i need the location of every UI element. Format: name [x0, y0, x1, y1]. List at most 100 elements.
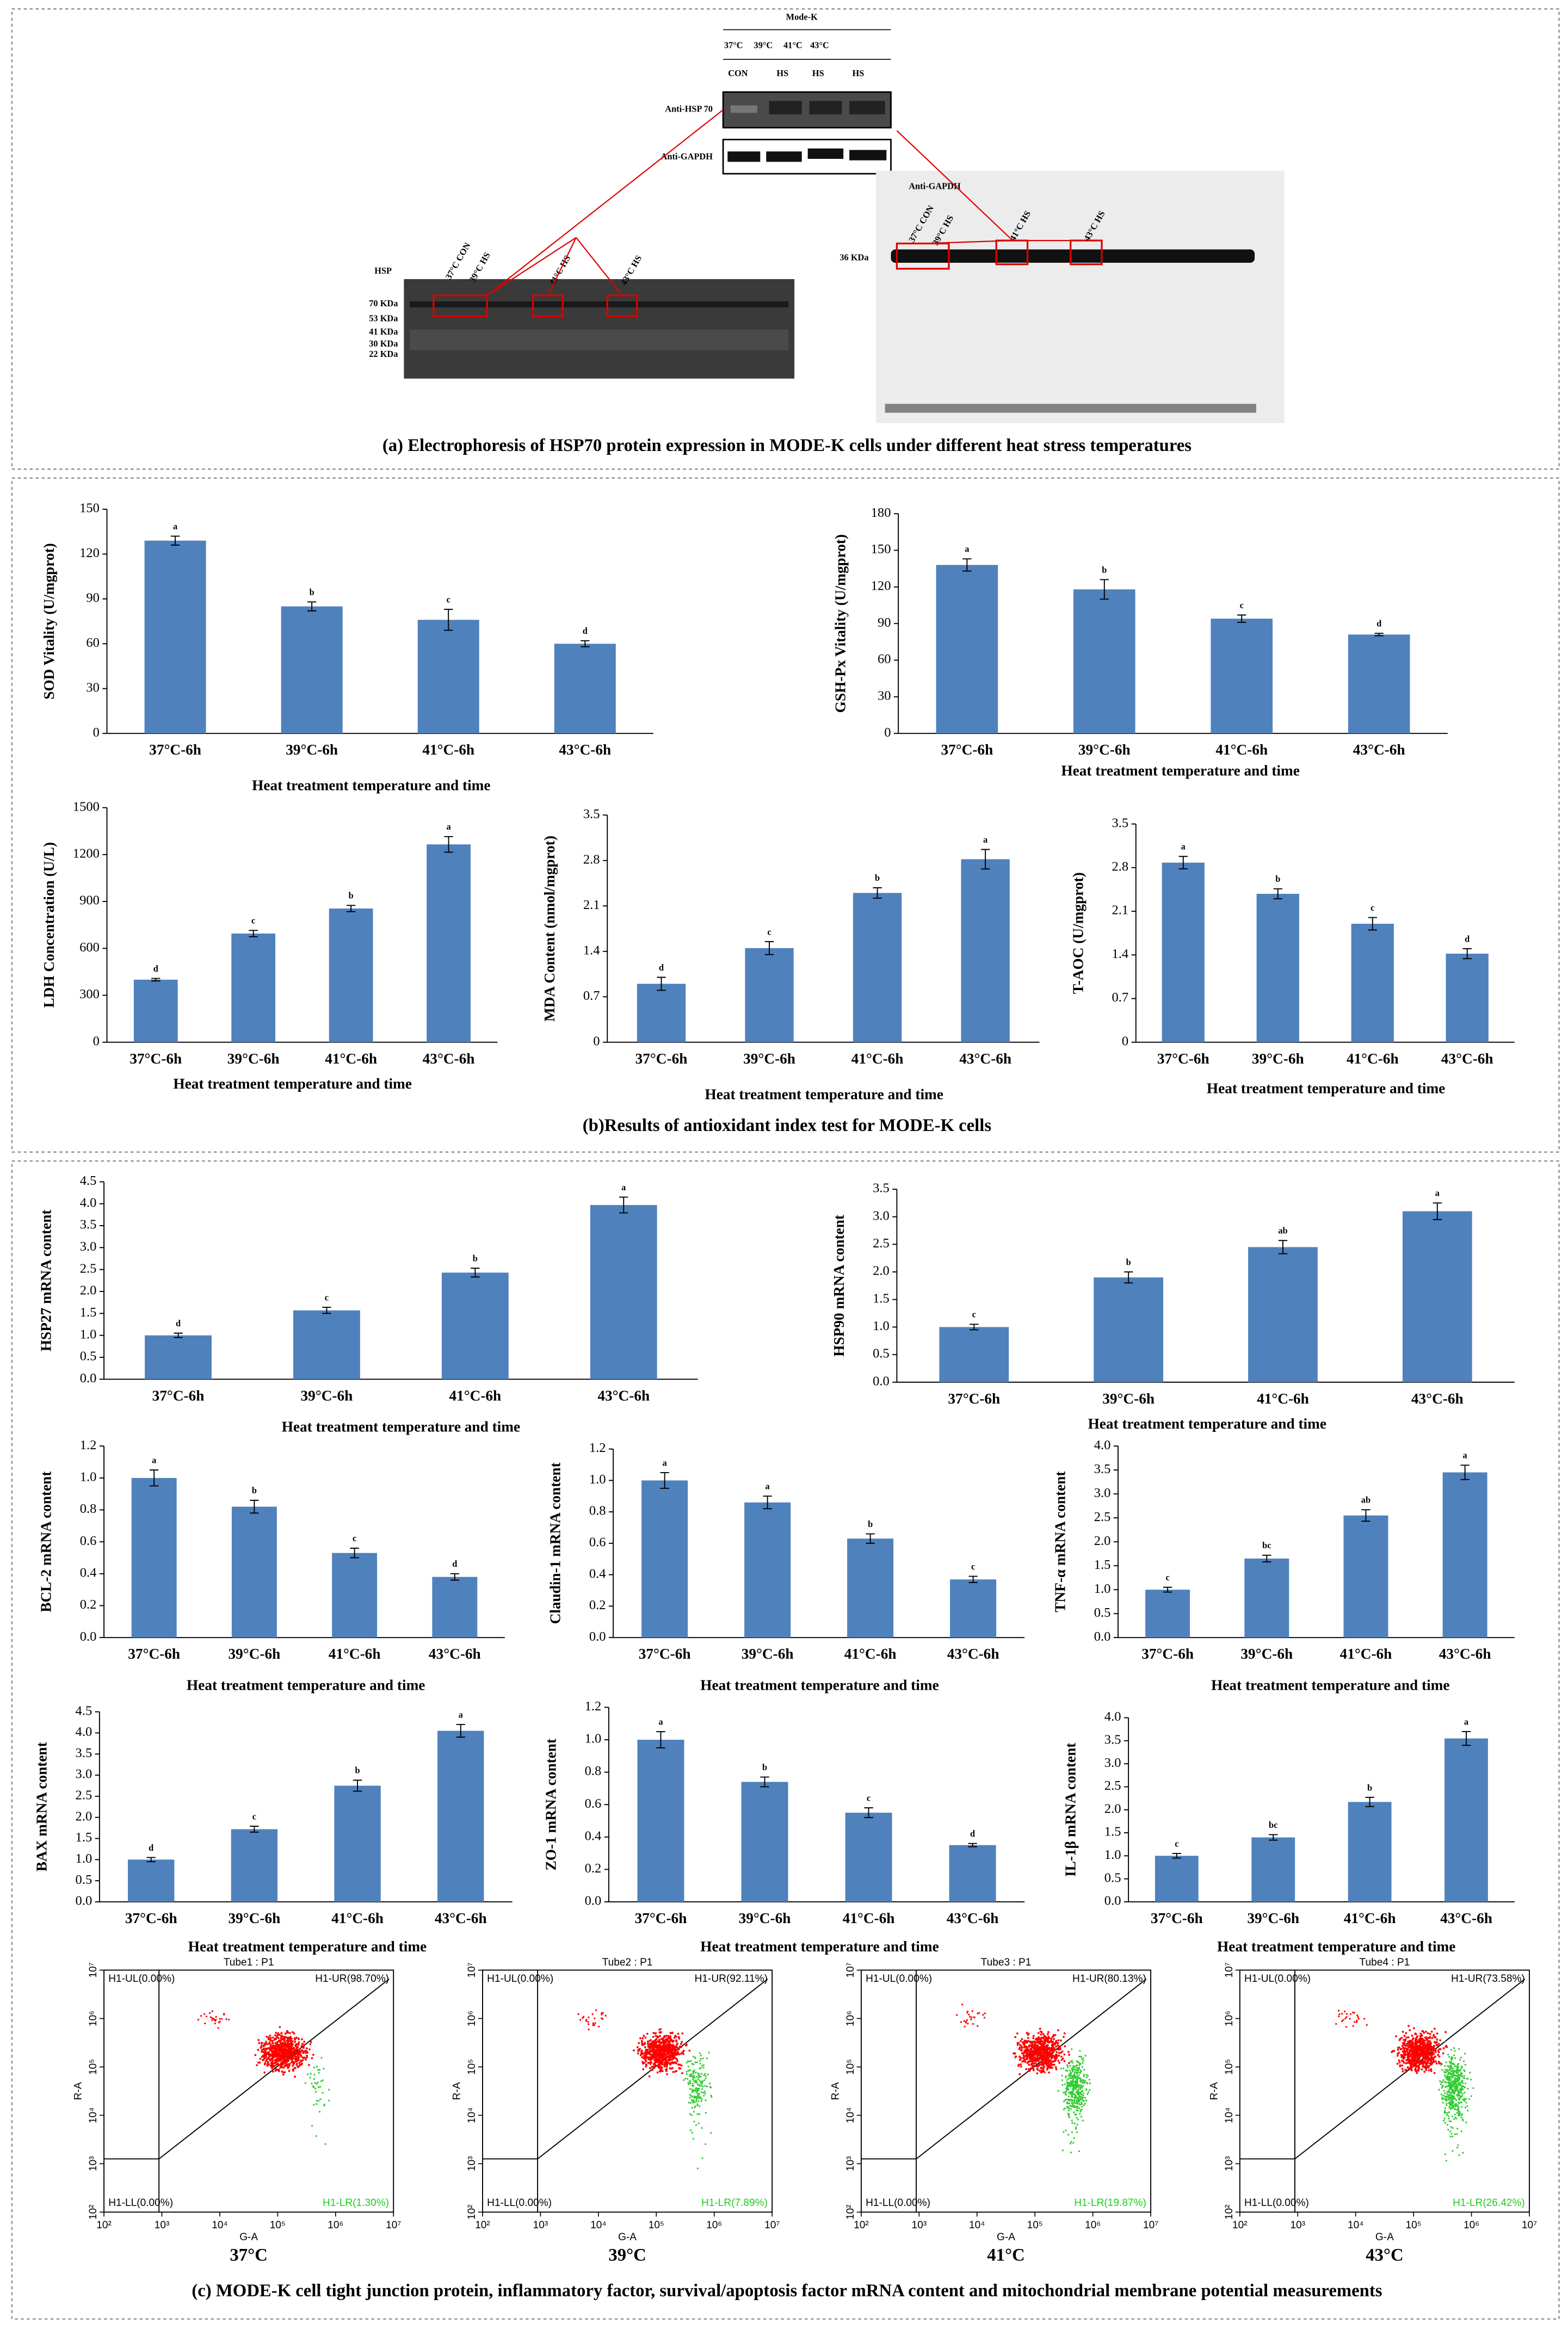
- event-dot: [1083, 2068, 1085, 2071]
- event-dot: [1071, 2071, 1074, 2073]
- event-dot: [298, 2049, 300, 2051]
- event-dot: [263, 2071, 266, 2074]
- event-dot: [1422, 2064, 1424, 2067]
- event-dot: [1062, 2067, 1065, 2069]
- event-dot: [1080, 2091, 1082, 2093]
- event-dot: [1028, 2069, 1031, 2072]
- event-dot: [1031, 2042, 1033, 2044]
- event-dot: [1030, 2054, 1033, 2057]
- event-dot: [1450, 2133, 1453, 2135]
- event-dot: [689, 2097, 691, 2099]
- event-dot: [274, 2037, 276, 2039]
- event-dot: [1450, 2100, 1453, 2103]
- hsp-gel: [404, 279, 795, 379]
- significance-letter: d: [1376, 619, 1381, 629]
- y-tick-label: 3.5: [1112, 815, 1128, 830]
- event-dot: [1017, 2065, 1020, 2067]
- significance-letter: b: [1102, 565, 1107, 575]
- event-dot: [1067, 2091, 1070, 2093]
- event-dot: [1408, 2043, 1411, 2046]
- event-dot: [309, 2043, 312, 2045]
- event-dot: [1029, 2051, 1031, 2054]
- event-dot: [680, 2046, 682, 2049]
- event-dot: [1410, 2059, 1413, 2061]
- event-dot: [649, 2061, 651, 2064]
- event-dot: [257, 2049, 260, 2051]
- x-tick-label: 41°C-6h: [1340, 1646, 1392, 1662]
- event-dot: [702, 2057, 704, 2060]
- event-dot: [287, 2031, 289, 2034]
- event-dot: [670, 2049, 673, 2051]
- event-dot: [1074, 2093, 1076, 2096]
- event-dot: [1352, 2025, 1354, 2027]
- event-dot: [1073, 2122, 1076, 2125]
- event-dot: [1411, 2066, 1413, 2068]
- event-dot: [1445, 2098, 1447, 2100]
- event-dot: [663, 2035, 666, 2037]
- event-dot: [692, 2078, 694, 2081]
- event-dot: [700, 2091, 703, 2093]
- event-dot: [1393, 2050, 1396, 2052]
- event-dot: [692, 2071, 694, 2073]
- event-dot: [1342, 2019, 1344, 2021]
- event-dot: [693, 2063, 695, 2066]
- event-dot: [1460, 2102, 1462, 2104]
- event-dot: [1070, 2152, 1072, 2154]
- event-dot: [1410, 2069, 1413, 2072]
- event-dot: [659, 2047, 662, 2049]
- event-dot: [1427, 2042, 1429, 2045]
- event-dot: [263, 2063, 266, 2066]
- event-dot: [1083, 2082, 1085, 2084]
- event-dot: [1460, 2116, 1462, 2118]
- event-dot: [261, 2044, 263, 2047]
- event-dot: [1434, 2041, 1436, 2043]
- event-dot: [328, 2099, 330, 2102]
- event-dot: [660, 2066, 663, 2069]
- significance-letter: c: [252, 1811, 256, 1821]
- x-tick-label: 43°C-6h: [597, 1387, 650, 1404]
- event-dot: [644, 2036, 647, 2039]
- event-dot: [1400, 2060, 1403, 2062]
- event-dot: [1424, 2059, 1427, 2061]
- x-tick-label: 10⁷: [1522, 2220, 1537, 2231]
- event-dot: [594, 2017, 596, 2019]
- event-dot: [1444, 2111, 1447, 2114]
- event-dot: [1029, 2053, 1032, 2055]
- x-tick-label: 37°C-6h: [128, 1646, 180, 1662]
- event-dot: [1045, 2055, 1048, 2058]
- event-dot: [1456, 2080, 1459, 2082]
- event-dot: [1069, 2142, 1072, 2145]
- plot-frame: [1239, 1969, 1530, 2213]
- significance-letter: b: [875, 873, 880, 883]
- event-dot: [968, 2013, 970, 2016]
- event-dot: [1444, 2069, 1447, 2071]
- event-dot: [261, 2050, 263, 2053]
- band: [727, 151, 761, 162]
- event-dot: [653, 2065, 656, 2068]
- event-dot: [1402, 2030, 1404, 2033]
- event-dot: [1349, 2013, 1352, 2015]
- significance-letter: c: [1371, 903, 1374, 913]
- event-dot: [1442, 2119, 1445, 2122]
- event-dot: [1078, 2107, 1081, 2110]
- event-dot: [295, 2060, 298, 2063]
- event-dot: [1458, 2082, 1460, 2084]
- event-dot: [1394, 2035, 1397, 2038]
- x-tick-label: 41°C-6h: [1344, 1910, 1396, 1926]
- event-dot: [969, 2016, 971, 2018]
- event-dot: [1045, 2050, 1047, 2053]
- event-dot: [696, 2167, 699, 2170]
- event-dot: [1436, 2032, 1439, 2035]
- y-tick-label: 4.0: [1104, 1709, 1121, 1724]
- event-dot: [1071, 2119, 1073, 2122]
- event-dot: [1449, 2075, 1451, 2078]
- event-dot: [1078, 2103, 1081, 2105]
- event-dot: [1020, 2049, 1022, 2052]
- event-dot: [1406, 2059, 1409, 2061]
- y-tick-label: 0.7: [583, 988, 600, 1003]
- event-dot: [1071, 2096, 1073, 2098]
- event-dot: [1431, 2037, 1434, 2039]
- event-dot: [312, 2054, 314, 2056]
- event-dot: [1427, 2055, 1430, 2058]
- x-tick-label: 41°C-6h: [422, 741, 474, 758]
